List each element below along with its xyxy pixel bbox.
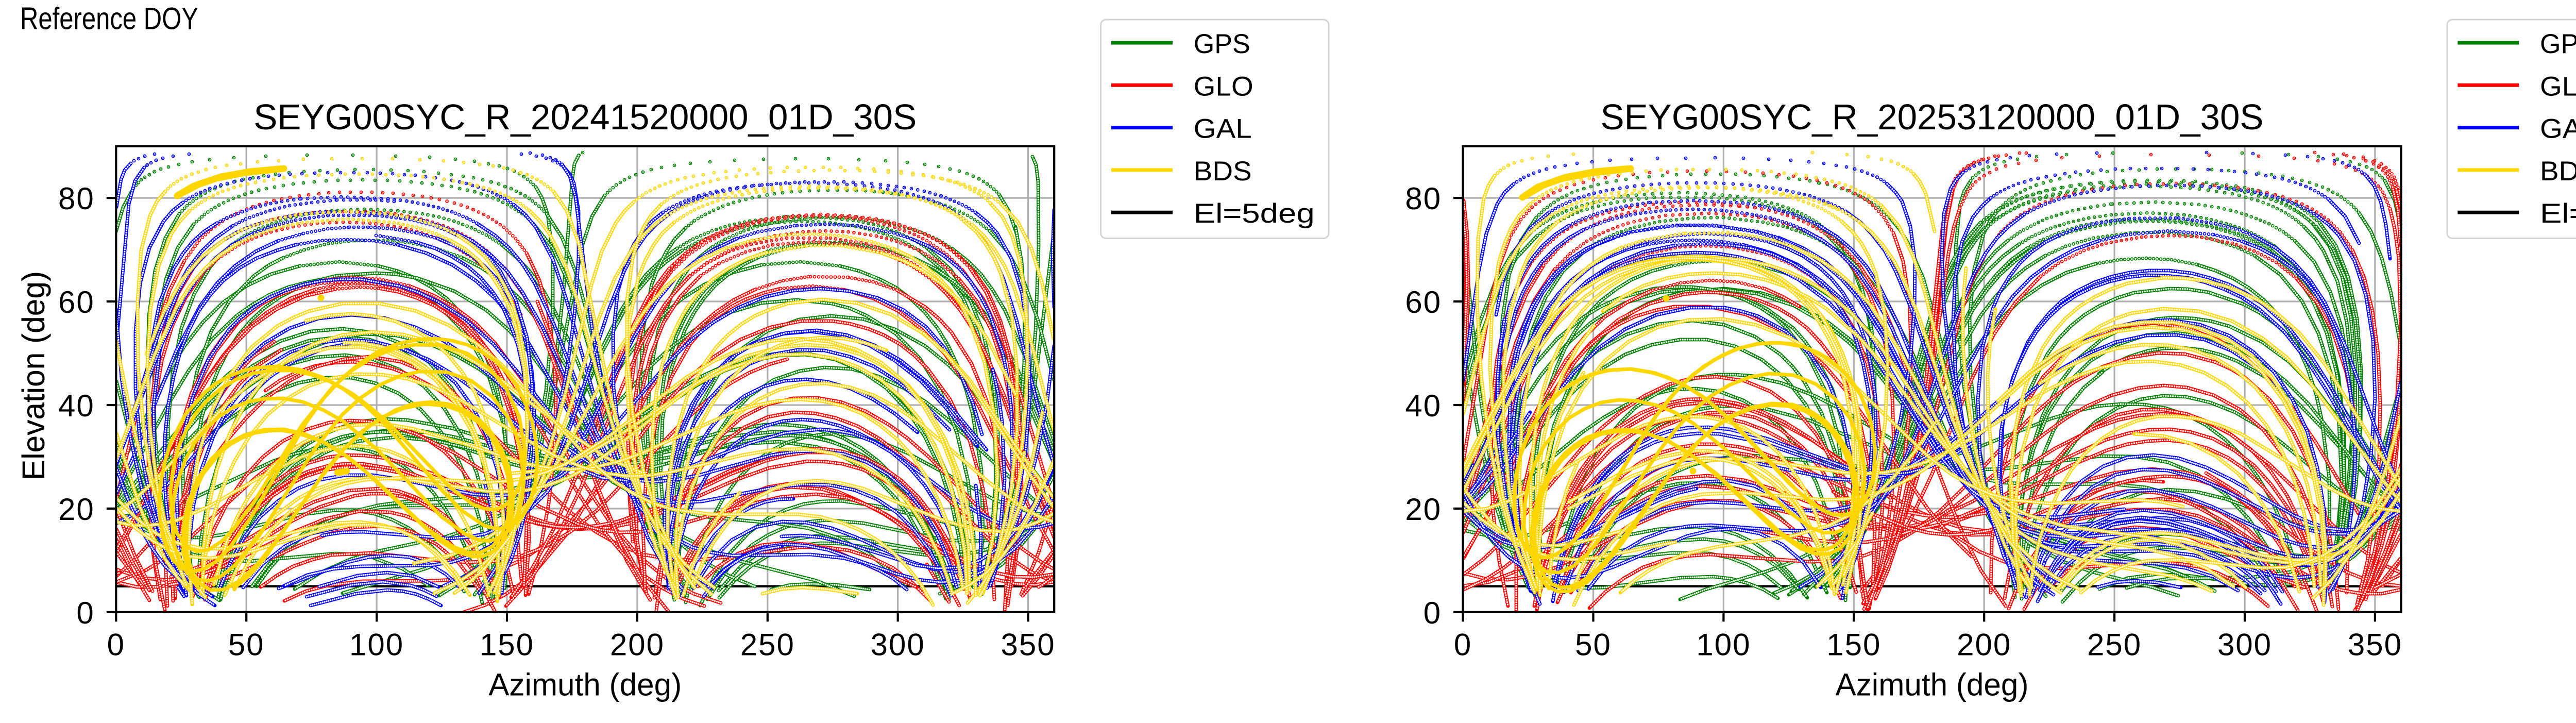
svg-text:20: 20 xyxy=(1405,492,1442,527)
svg-text:Elevation (deg): Elevation (deg) xyxy=(16,271,51,480)
svg-text:GPS: GPS xyxy=(1194,29,1250,59)
svg-text:40: 40 xyxy=(1405,389,1442,423)
svg-text:SEYG00SYC_R_20253120000_01D_30: SEYG00SYC_R_20253120000_01D_30S xyxy=(1601,97,2264,137)
svg-text:250: 250 xyxy=(740,628,795,662)
svg-text:Elevation (deg): Elevation (deg) xyxy=(16,271,51,480)
svg-text:150: 150 xyxy=(480,628,534,662)
svg-text:150: 150 xyxy=(1826,628,1881,662)
svg-text:300: 300 xyxy=(2217,628,2272,662)
svg-text:80: 80 xyxy=(58,181,95,216)
svg-text:250: 250 xyxy=(2087,628,2142,662)
svg-text:El=5deg: El=5deg xyxy=(1194,198,1315,229)
svg-text:80: 80 xyxy=(1405,181,1442,216)
svg-text:GAL: GAL xyxy=(2540,114,2576,144)
svg-text:40: 40 xyxy=(58,389,95,423)
svg-text:SEYG00SYC_R_20241520000_01D_30: SEYG00SYC_R_20241520000_01D_30S xyxy=(253,97,917,137)
svg-text:60: 60 xyxy=(1405,285,1442,320)
svg-text:0: 0 xyxy=(76,596,94,630)
svg-text:BDS: BDS xyxy=(2540,156,2576,187)
svg-text:60: 60 xyxy=(58,285,95,320)
svg-text:Azimuth (deg): Azimuth (deg) xyxy=(488,667,682,702)
svg-text:100: 100 xyxy=(349,628,404,662)
svg-text:200: 200 xyxy=(1957,628,2011,662)
svg-text:0: 0 xyxy=(107,628,125,662)
svg-text:Azimuth (deg): Azimuth (deg) xyxy=(1836,667,2029,702)
svg-text:0: 0 xyxy=(1423,596,1442,630)
svg-text:El=5deg: El=5deg xyxy=(2540,198,2576,229)
svg-text:50: 50 xyxy=(1575,628,1612,662)
svg-text:20: 20 xyxy=(58,492,95,527)
svg-text:350: 350 xyxy=(1001,628,1056,662)
svg-text:350: 350 xyxy=(2348,628,2402,662)
svg-text:100: 100 xyxy=(1696,628,1751,662)
svg-text:50: 50 xyxy=(228,628,265,662)
svg-text:GLO: GLO xyxy=(2540,71,2576,102)
svg-text:GLO: GLO xyxy=(1194,71,1253,102)
svg-text:Reference DOY: Reference DOY xyxy=(20,2,198,36)
svg-text:0: 0 xyxy=(1454,628,1472,662)
svg-text:GPS: GPS xyxy=(2540,29,2576,59)
svg-text:300: 300 xyxy=(871,628,925,662)
svg-text:BDS: BDS xyxy=(1194,156,1252,187)
svg-text:GAL: GAL xyxy=(1194,114,1252,144)
svg-text:200: 200 xyxy=(610,628,665,662)
